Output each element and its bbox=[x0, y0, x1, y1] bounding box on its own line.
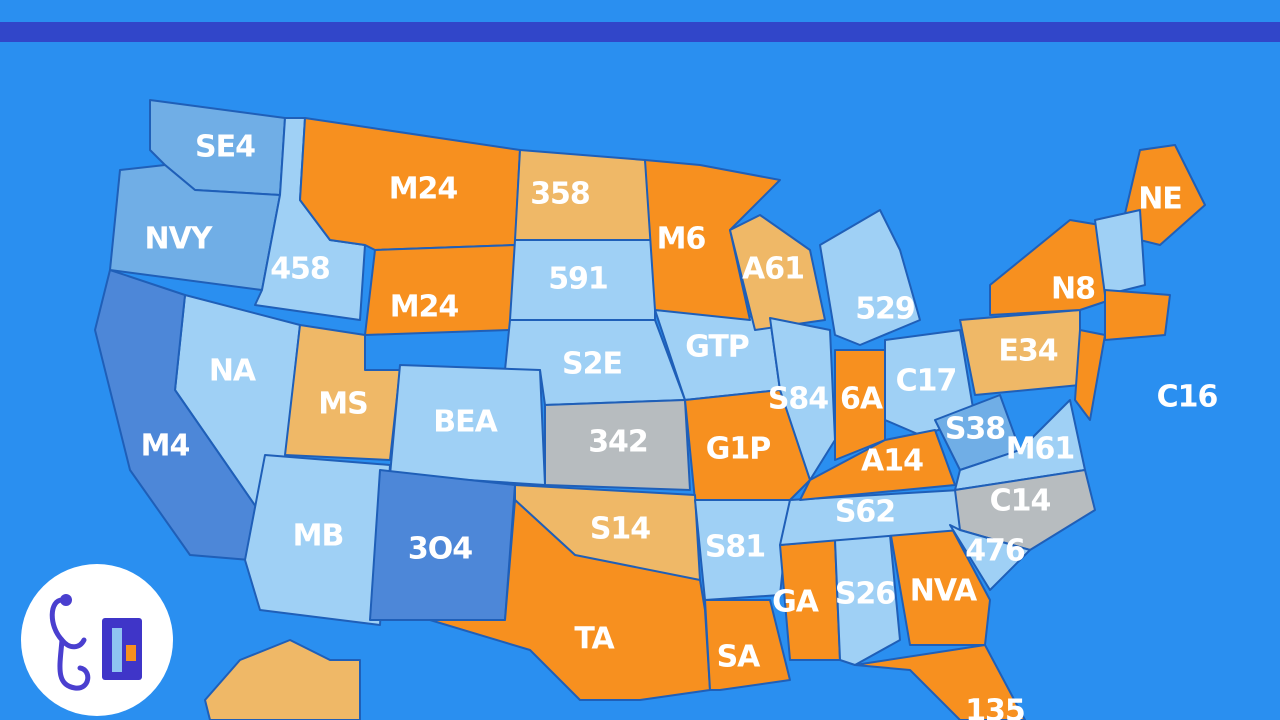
state-label: GTP bbox=[685, 330, 749, 365]
state bbox=[799, 429, 956, 501]
state-label: 358 bbox=[530, 177, 590, 212]
logo bbox=[21, 564, 173, 716]
state-label: S14 bbox=[590, 512, 650, 547]
state bbox=[704, 599, 791, 691]
state-label: MB bbox=[293, 519, 344, 554]
state-label: M24 bbox=[389, 172, 458, 207]
state-label: 458 bbox=[270, 252, 330, 287]
state-label: S38 bbox=[945, 412, 1005, 447]
state-label: SA bbox=[717, 640, 762, 675]
state-label: C14 bbox=[990, 484, 1051, 519]
state bbox=[954, 469, 1096, 551]
state bbox=[729, 214, 826, 331]
state-label: MS bbox=[318, 387, 367, 422]
state bbox=[429, 499, 711, 701]
state-label: BEA bbox=[433, 405, 498, 440]
state-label: N8 bbox=[1051, 272, 1095, 307]
state bbox=[1094, 209, 1146, 296]
state-label: NVY bbox=[144, 222, 213, 257]
state-label: SE4 bbox=[195, 130, 255, 165]
state bbox=[854, 644, 1026, 720]
state-label: 529 bbox=[855, 292, 915, 327]
state-label: 3O4 bbox=[408, 532, 472, 567]
device-screen bbox=[112, 628, 122, 672]
state-label: S26 bbox=[835, 577, 895, 612]
state-label: M61 bbox=[1006, 432, 1075, 467]
state-label: A61 bbox=[742, 252, 804, 287]
state-label: M6 bbox=[657, 222, 706, 257]
stethoscope-icon bbox=[49, 597, 91, 691]
state-label: S81 bbox=[705, 530, 765, 565]
state bbox=[204, 639, 361, 720]
state-label: NVA bbox=[910, 574, 978, 609]
logo-circle bbox=[21, 564, 173, 716]
device-accent bbox=[126, 645, 136, 661]
state-label: 476 bbox=[965, 534, 1025, 569]
state-label: 135 bbox=[965, 694, 1025, 720]
state-label: C17 bbox=[896, 364, 957, 399]
state-label: G1P bbox=[706, 432, 771, 467]
state bbox=[1104, 289, 1171, 341]
state-label: NA bbox=[209, 354, 257, 389]
states bbox=[94, 99, 1206, 720]
top-bar bbox=[0, 22, 1280, 42]
state bbox=[819, 209, 921, 346]
state bbox=[694, 499, 791, 601]
state bbox=[544, 399, 691, 491]
state-label: C16 bbox=[1157, 380, 1218, 415]
state-label: 591 bbox=[548, 262, 608, 297]
state-label: S2E bbox=[562, 347, 622, 382]
state bbox=[1074, 329, 1106, 421]
state bbox=[244, 454, 391, 626]
state bbox=[684, 389, 811, 501]
state bbox=[949, 524, 1031, 591]
state-label: 342 bbox=[588, 425, 648, 460]
state-label: E34 bbox=[998, 334, 1057, 369]
state-label: TA bbox=[574, 622, 615, 657]
state-label: NE bbox=[1138, 182, 1182, 217]
state-label: A14 bbox=[861, 444, 923, 479]
state-labels: SE4 NVY 458 M24 M24 358 591 NA MS BEA S2… bbox=[141, 130, 1219, 720]
state-label: M4 bbox=[141, 429, 190, 464]
state-label: S62 bbox=[835, 495, 895, 530]
state-label: M24 bbox=[390, 290, 459, 325]
state-label: 6A bbox=[840, 382, 884, 417]
stethoscope-head bbox=[60, 594, 72, 606]
state-label: S84 bbox=[768, 382, 828, 417]
state bbox=[954, 399, 1086, 491]
state-label: GA bbox=[772, 585, 820, 620]
